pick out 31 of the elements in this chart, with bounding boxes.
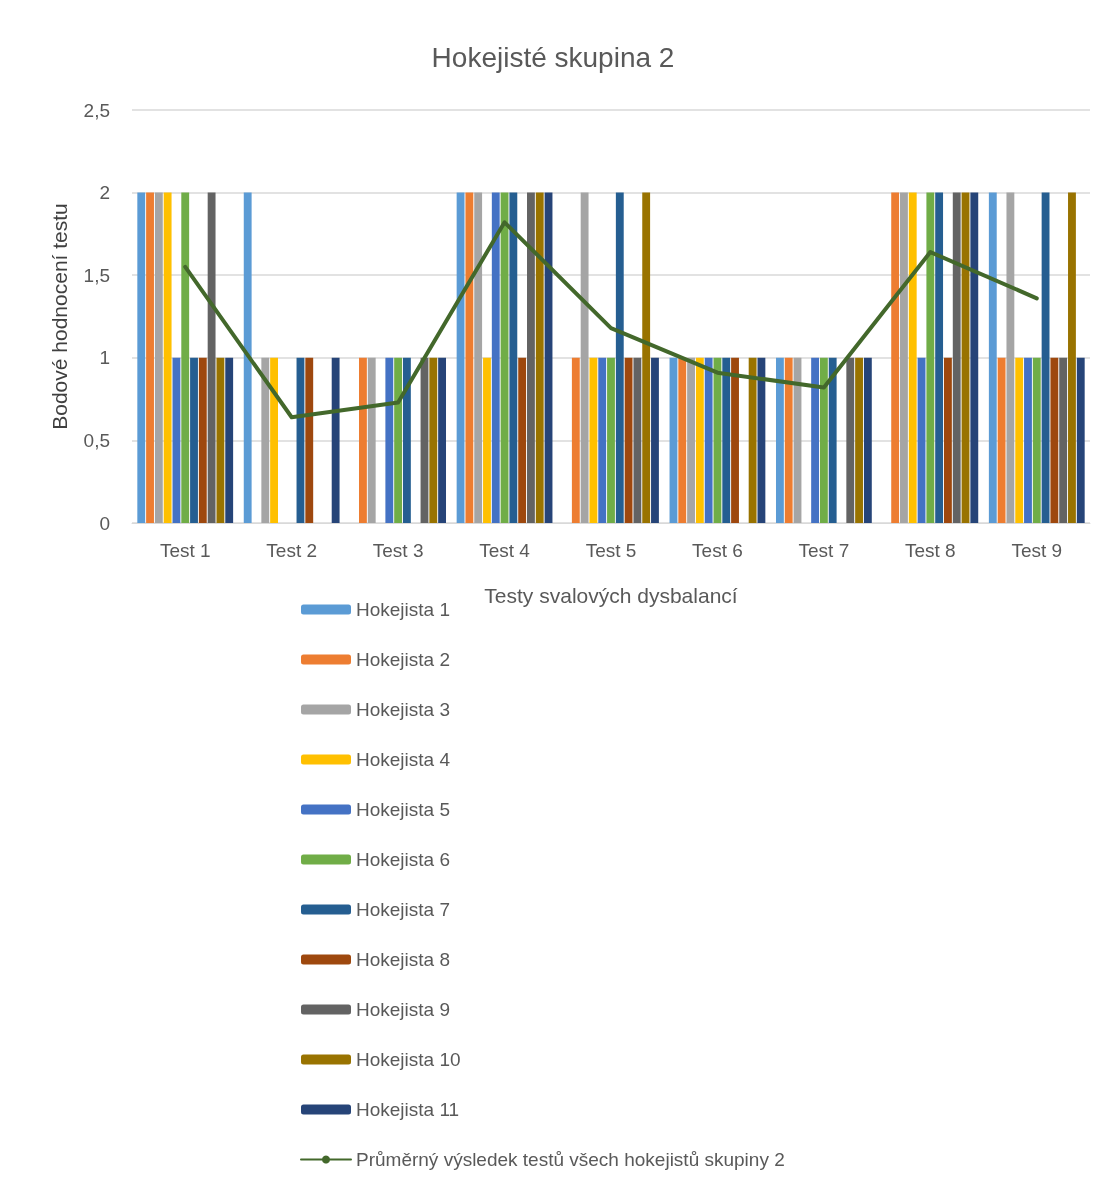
legend-label: Hokejista 4 — [356, 749, 451, 770]
x-tick-label: Test 4 — [479, 540, 531, 561]
x-tick-label: Test 7 — [798, 540, 850, 561]
legend-label: Hokejista 7 — [356, 899, 450, 920]
y-tick-label: 1 — [99, 347, 110, 369]
y-tick-label: 0,5 — [83, 429, 110, 451]
x-axis-title: Testy svalových dysbalancí — [484, 584, 738, 607]
x-tick-label: Test 1 — [159, 540, 211, 561]
legend-label: Hokejista 11 — [356, 1099, 460, 1120]
legend-label: Hokejista 10 — [356, 1049, 461, 1070]
x-tick-label: Test 9 — [1011, 540, 1063, 561]
chart-title: Hokejisté skupina 2 — [431, 41, 675, 73]
y-axis-title: Bodové hodnocení testu — [48, 203, 71, 430]
legend-label: Hokejista 6 — [356, 849, 450, 870]
y-tick-label: 0 — [99, 512, 110, 534]
legend-label: Hokejista 9 — [356, 999, 450, 1020]
y-tick-label: 1,5 — [83, 264, 110, 286]
y-tick-label: 2,5 — [83, 99, 110, 121]
x-tick-label: Test 2 — [266, 540, 318, 561]
legend-label: Průměrný výsledek testů všech hokejistů skupiny 2 — [356, 1149, 785, 1170]
x-tick-label: Test 6 — [692, 540, 743, 561]
y-tick-label: 2 — [99, 182, 110, 204]
x-tick-label: Test 8 — [904, 540, 956, 561]
legend-label: Hokejista 2 — [356, 649, 450, 670]
legend-label: Hokejista 1 — [356, 599, 450, 620]
line-series — [183, 220, 1039, 420]
x-tick-label: Test 3 — [372, 540, 424, 561]
legend-label: Hokejista 5 — [356, 799, 450, 820]
x-tick-label: Test 5 — [585, 540, 637, 561]
legend-label: Hokejista 3 — [356, 699, 450, 720]
legend-label: Hokejista 8 — [356, 949, 450, 970]
